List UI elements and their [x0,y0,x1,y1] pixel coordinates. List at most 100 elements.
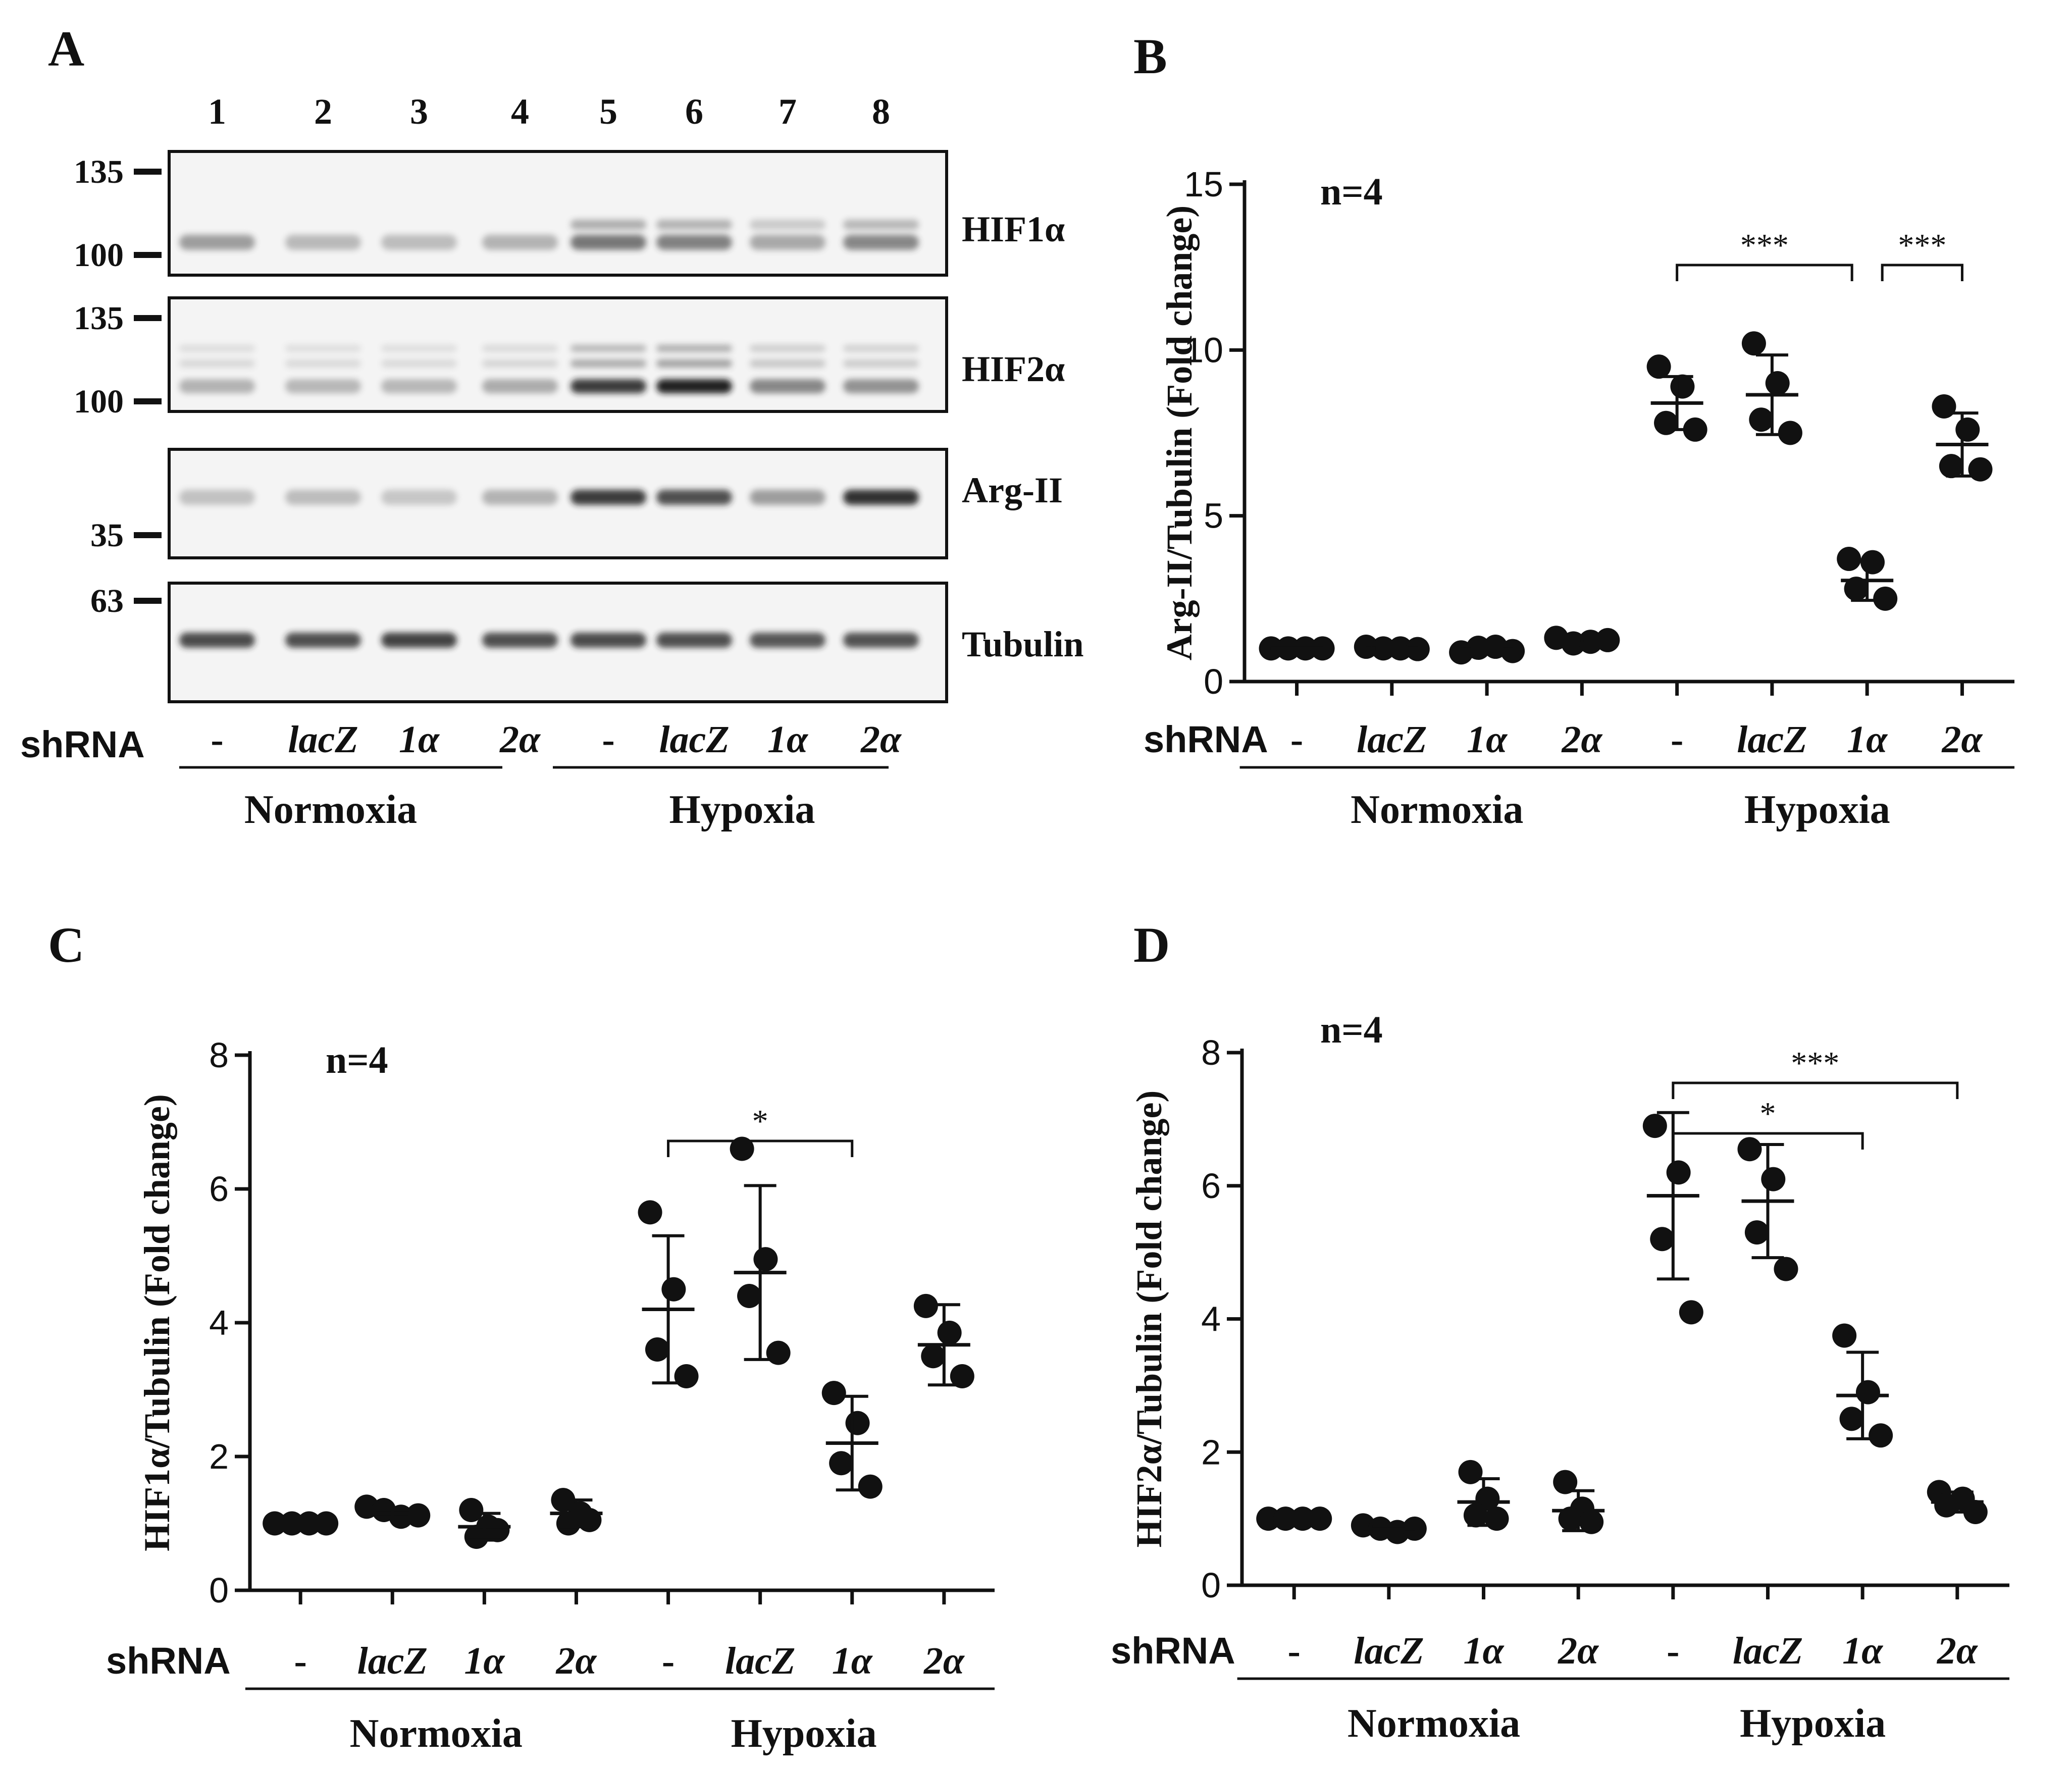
category-label: 2α [555,1640,597,1682]
category-label: - [1671,718,1683,761]
y-axis-label: HIF2α/Tubulin (Fold change) [1129,1090,1169,1548]
panel-a-western-blot: A 1 2 3 4 5 6 7 8 135 100 135 100 35 63 HIF1α H… [20,21,1084,832]
y-tick-label: 0 [1204,662,1223,701]
blot-band [285,359,361,368]
blot-band [571,633,646,648]
data-point [1558,1506,1583,1531]
data-point [1869,1423,1893,1448]
blot-band [571,379,646,393]
lane-number: 6 [685,91,703,132]
y-tick-label: 10 [1184,330,1223,370]
blot-band [750,379,825,393]
data-point [1484,1506,1509,1531]
lane-label: 2α [860,718,902,761]
data-point [1737,1137,1762,1162]
data-point [464,1525,489,1549]
y-tick-label: 8 [1201,1033,1221,1072]
category-label: 2α [1937,1630,1979,1672]
data-point [1932,394,1956,419]
y-tick-label: 15 [1184,165,1223,204]
data-point [1837,547,1861,571]
shrna-label: shRNA [1111,1630,1235,1672]
blot-band [750,490,825,505]
category-label: 2α [1561,718,1603,761]
group-label: Hypoxia [731,1711,877,1756]
data-point [845,1411,870,1435]
panel-c-label: C [48,917,84,973]
significance-bracket [1672,1081,1959,1099]
data-point [950,1364,974,1388]
blot-band [571,490,646,505]
marker-label: 35 [90,517,124,554]
group-label: Normoxia [1348,1701,1520,1746]
marker-label: 100 [74,383,124,420]
blot-band [285,345,361,352]
lane-labels-a: - lacZ 1α 2α - lacZ 1α 2α [211,718,902,761]
lane-number: 8 [872,91,890,132]
blot-band [179,235,255,250]
category-label: lacZ [1354,1630,1424,1672]
data-point [913,1293,938,1318]
data-point [674,1364,699,1388]
blot-band [571,359,646,368]
category-label: - [294,1640,306,1682]
data-point [1553,1470,1578,1494]
blot-hif1a [168,150,948,277]
blot-band [179,359,255,368]
marker-label: 63 [90,583,124,619]
data-point [638,1200,662,1225]
significance-bracket [1676,264,1853,281]
significance-label: * [1759,1096,1776,1131]
data-point [737,1284,762,1308]
marker-label: 100 [74,237,124,274]
blot-band [656,359,732,368]
blot-band [750,235,825,250]
blot-band [656,220,732,230]
chart-c: 0 2 4 6 8 HIF1α/Tubulin (Fold change) n=4 * shRN… [106,1035,995,1756]
lane-label: - [211,718,223,761]
data-point [1679,1300,1703,1325]
category-label: 1α [1847,718,1888,761]
significance-label: *** [1898,227,1946,263]
blot-bands [179,220,919,648]
data-point [1654,410,1679,435]
data-point [921,1344,946,1369]
blot-band [482,359,558,368]
blot-band [285,235,361,250]
lane-number: 3 [410,91,428,132]
y-tick-label: 2 [209,1437,229,1476]
blot-band [750,359,825,368]
blot-band [285,633,361,648]
significance-label: * [752,1103,768,1139]
blot-band [843,359,919,368]
data-point [937,1320,962,1345]
lane-label: - [602,718,614,761]
data-point [1683,417,1707,442]
data-point [406,1503,431,1528]
category-label: 1α [1842,1630,1884,1672]
panel-b-label: B [1133,28,1167,84]
blot-band [381,345,457,352]
y-axis-label: HIF1α/Tubulin (Fold change) [137,1094,177,1551]
category-label: lacZ [357,1640,428,1682]
significance-bracket [1881,264,1963,281]
data-point [1761,1167,1786,1191]
data-point [1939,454,1963,479]
lane-number: 2 [314,91,332,132]
data-point [821,1381,846,1406]
blot-band [656,235,732,250]
y-tick-label: 4 [1201,1300,1221,1339]
blot-band [656,490,732,505]
n-annotation: n=4 [1320,1009,1383,1051]
blot-band [381,235,457,250]
group-label: Normoxia [1351,788,1523,832]
data-point [1934,1493,1959,1518]
panel-a-label: A [48,21,84,77]
category-label: 2α [1558,1630,1599,1672]
data-point [1741,331,1766,356]
data-point [1955,417,1980,442]
blot-band [656,345,732,352]
n-annotation: n=4 [326,1039,388,1081]
category-label: - [1290,718,1303,761]
